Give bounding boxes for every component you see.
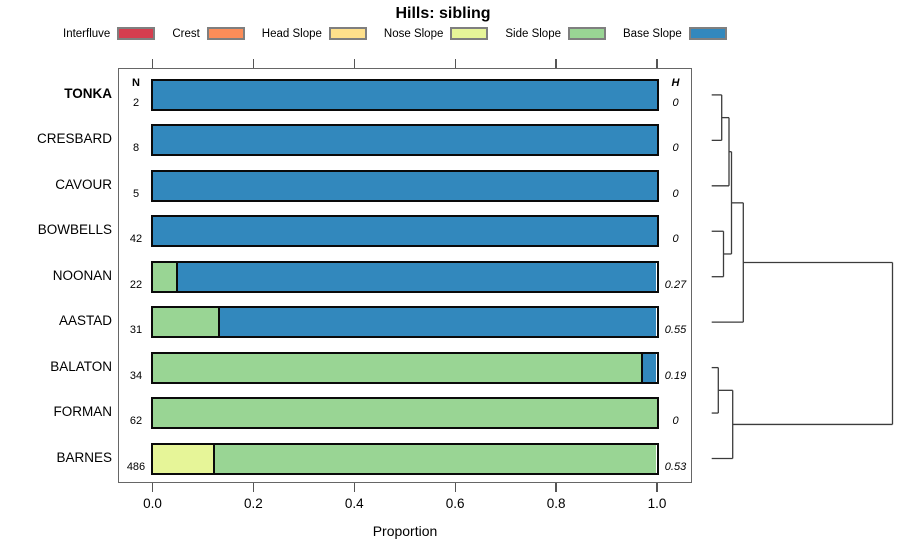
axis-tick-bottom	[656, 483, 658, 492]
legend-item: Crest	[172, 27, 245, 40]
legend: Interfluve Crest Head Slope Nose Slope Side …	[63, 27, 727, 40]
bar	[151, 397, 659, 430]
axis-tick-label: 0.0	[143, 496, 162, 511]
legend-label: Head Slope	[261, 27, 322, 40]
bar	[151, 442, 659, 475]
bar-segment	[153, 171, 657, 200]
axis-tick-bottom	[151, 483, 154, 492]
axis-tick-label: 1.0	[647, 496, 667, 511]
h-value: 0	[672, 233, 679, 246]
row-label: TONKA	[64, 85, 112, 101]
n-value: 8	[132, 142, 140, 155]
n-column-header: N	[132, 77, 140, 89]
axis-tick-bottom	[555, 483, 557, 492]
row-label: CAVOUR	[55, 176, 112, 192]
legend-item: Base Slope	[623, 27, 727, 40]
bar-segment	[153, 399, 657, 428]
legend-label: Nose Slope	[383, 27, 444, 40]
bar-segment	[213, 444, 657, 473]
legend-item: Side Slope	[505, 27, 606, 40]
bar-segment	[153, 217, 657, 246]
legend-swatch	[206, 27, 245, 40]
row-label: AASTAD	[58, 313, 112, 329]
n-value: 22	[129, 278, 143, 291]
bar-segment	[218, 308, 657, 337]
h-value: 0.53	[664, 460, 687, 473]
row-label: BOWBELLS	[37, 222, 112, 238]
row-label: FORMAN	[53, 404, 113, 420]
legend-swatch	[688, 27, 727, 40]
legend-swatch	[328, 27, 367, 40]
axis-tick-bottom	[353, 483, 355, 492]
n-value: 5	[132, 187, 140, 200]
bar-segment	[153, 444, 214, 473]
h-value: 0	[672, 187, 679, 200]
axis-tick-label: 0.6	[445, 496, 465, 511]
h-value: 0.55	[664, 324, 687, 337]
bar-segment	[153, 262, 176, 291]
h-value: 0	[672, 96, 679, 109]
axis-tick-bottom	[252, 483, 255, 492]
bar-segment	[153, 126, 657, 155]
legend-label: Interfluve	[63, 27, 111, 40]
axis-tick-label: 0.4	[344, 496, 364, 511]
x-axis-label: Proportion	[372, 523, 438, 539]
n-value: 34	[129, 369, 143, 382]
bar	[151, 78, 659, 111]
h-value: 0	[672, 415, 679, 428]
legend-label: Crest	[172, 27, 200, 40]
n-value: 62	[129, 415, 143, 428]
legend-item: Interfluve	[63, 27, 156, 40]
bar	[151, 306, 659, 339]
bar-segment	[153, 80, 657, 109]
row-label: NOONAN	[52, 267, 112, 283]
h-value: 0	[672, 142, 679, 155]
n-value: 31	[129, 324, 143, 337]
axis-tick-top	[151, 59, 154, 68]
n-value: 42	[129, 233, 143, 246]
legend-label: Base Slope	[623, 27, 682, 40]
legend-swatch	[117, 27, 156, 40]
bar-segment	[153, 353, 642, 382]
n-value: 2	[132, 96, 140, 109]
axis-tick-label: 0.8	[546, 496, 566, 511]
legend-label: Side Slope	[505, 27, 561, 40]
bar	[151, 124, 659, 157]
h-value: 0.27	[664, 278, 687, 291]
row-label: BARNES	[56, 449, 112, 465]
axis-tick-top	[656, 59, 658, 68]
legend-item: Head Slope	[262, 27, 367, 40]
h-value: 0.19	[664, 369, 687, 382]
row-label: BALATON	[50, 358, 112, 374]
axis-tick-label: 0.2	[244, 496, 263, 511]
bar	[151, 215, 659, 248]
bar-segment	[641, 353, 657, 382]
axis-tick-top	[555, 59, 557, 68]
legend-swatch	[450, 27, 489, 40]
bar	[151, 169, 659, 202]
bar	[151, 260, 659, 293]
bar-segment	[175, 262, 657, 291]
axis-tick-bottom	[454, 483, 456, 492]
h-column-header: H	[671, 77, 680, 89]
legend-item: Nose Slope	[383, 27, 489, 40]
axis-tick-top	[252, 59, 255, 68]
bar	[151, 351, 659, 384]
n-value: 486	[126, 460, 146, 473]
plot-panel	[118, 68, 692, 483]
chart-title: Hills: sibling	[395, 5, 491, 22]
bar-segment	[153, 308, 219, 337]
axis-tick-top	[454, 59, 456, 68]
row-label: CRESBARD	[36, 131, 112, 147]
legend-swatch	[568, 27, 606, 40]
axis-tick-top	[353, 59, 355, 68]
